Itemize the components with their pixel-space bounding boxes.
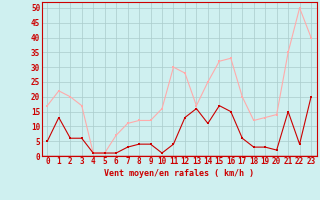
X-axis label: Vent moyen/en rafales ( km/h ): Vent moyen/en rafales ( km/h ) — [104, 169, 254, 178]
